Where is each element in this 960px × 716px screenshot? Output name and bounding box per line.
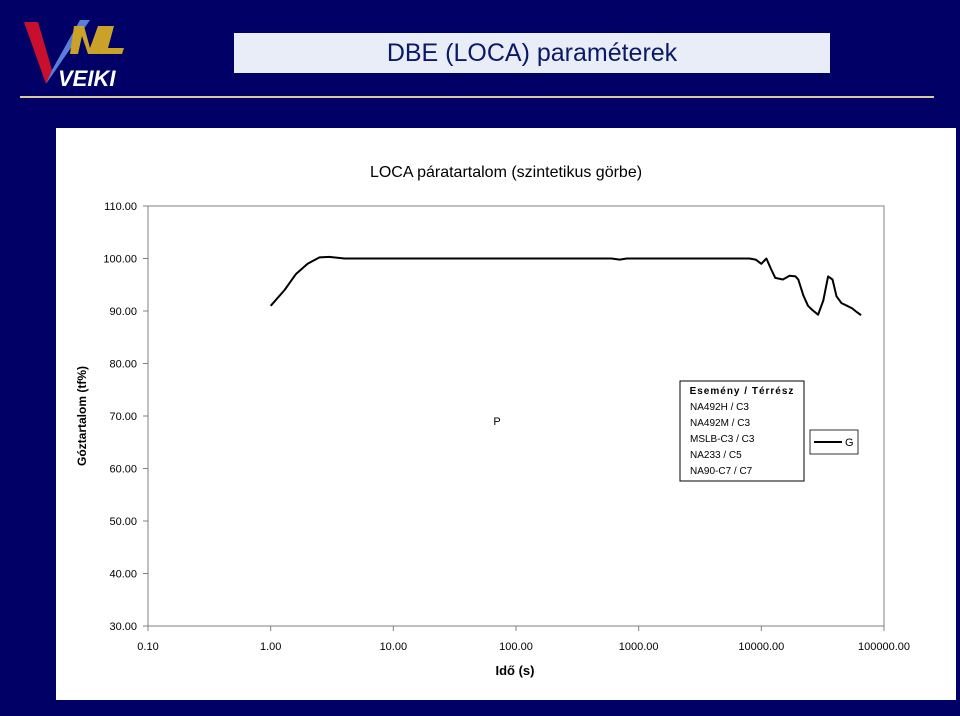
page-title-bar: DBE (LOCA) paraméterek [234, 33, 830, 73]
y-axis: 30.00 40.00 50.00 60.00 70.00 80.00 90.00 100.0… [103, 201, 148, 633]
y-tick-label: 90.00 [109, 306, 137, 318]
legend-entry: NA90-C7 / C7 [690, 466, 753, 477]
chart-title: LOCA páratartalom (szintetikus görbe) [370, 164, 642, 181]
x-axis: 0.10 1.00 10.00 100.00 1000.00 10000.00 100000… [137, 626, 910, 653]
y-axis-label: Góztartalom (tf%) [75, 366, 89, 466]
legend-entry: NA233 / C5 [690, 450, 742, 461]
y-tick-label: 100.00 [103, 254, 137, 266]
x-axis-label: Idő (s) [496, 663, 535, 678]
veiki-logo: VEIKI [18, 12, 138, 92]
y-tick-label: 30.00 [109, 621, 137, 633]
x-tick-label: 0.10 [137, 641, 158, 653]
logo-l-mark [98, 26, 124, 54]
y-tick-label: 80.00 [109, 359, 137, 371]
x-tick-label: 100.00 [499, 641, 533, 653]
logo-v-left [24, 22, 52, 84]
legend-box [679, 380, 805, 482]
logo-text: VEIKI [58, 66, 116, 91]
legend-entry: NA492M / C3 [690, 418, 750, 429]
legend-entry: NA492H / C3 [690, 402, 749, 413]
x-tick-label: 100000.00 [858, 641, 910, 653]
y-tick-label: 40.00 [109, 569, 137, 581]
legend: Esemény / Térrész NA492H / C3 NA492M / C3… [679, 380, 805, 482]
legend-g-label: G [845, 437, 854, 449]
legend-heading: Esemény / Térrész [690, 386, 795, 397]
x-tick-label: 10000.00 [738, 641, 784, 653]
logo-nl-mark [70, 26, 106, 54]
chart-panel [56, 128, 956, 700]
y-tick-label: 60.00 [109, 464, 137, 476]
veiki-logo-graphic: VEIKI [24, 20, 124, 91]
header-divider [20, 96, 934, 98]
legend-g: G [809, 429, 859, 455]
y-tick-label: 110.00 [104, 201, 137, 213]
page-title: DBE (LOCA) paraméterek [386, 38, 678, 67]
y-tick-label: 70.00 [109, 411, 137, 423]
x-tick-label: 1000.00 [619, 641, 659, 653]
legend-entry: MSLB-C3 / C3 [690, 434, 755, 445]
x-tick-label: 1.00 [260, 641, 281, 653]
series-line [269, 255, 862, 317]
x-tick-label: 10.00 [380, 641, 408, 653]
y-tick-label: 50.00 [109, 516, 137, 528]
annotation-p: P [493, 416, 500, 428]
